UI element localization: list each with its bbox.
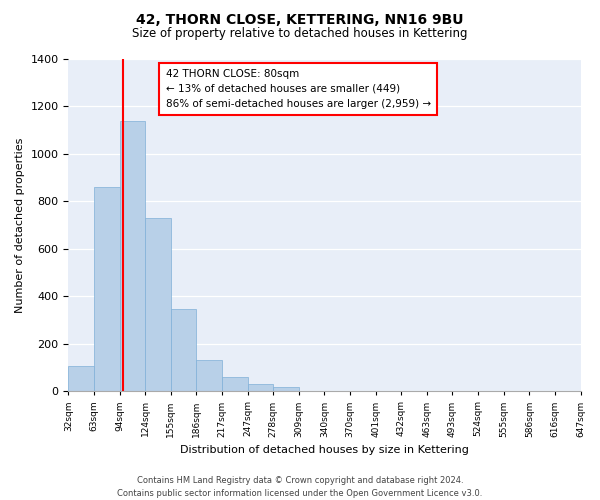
Text: Contains HM Land Registry data © Crown copyright and database right 2024.
Contai: Contains HM Land Registry data © Crown c… — [118, 476, 482, 498]
Bar — [248, 384, 273, 392]
Text: 42 THORN CLOSE: 80sqm
← 13% of detached houses are smaller (449)
86% of semi-det: 42 THORN CLOSE: 80sqm ← 13% of detached … — [166, 69, 431, 108]
Bar — [94, 187, 119, 392]
Bar — [171, 310, 196, 392]
Y-axis label: Number of detached properties: Number of detached properties — [15, 138, 25, 313]
Bar — [273, 387, 299, 392]
Bar — [145, 218, 171, 392]
Bar — [119, 120, 145, 392]
Text: Size of property relative to detached houses in Kettering: Size of property relative to detached ho… — [132, 28, 468, 40]
Bar — [196, 360, 222, 392]
Text: 42, THORN CLOSE, KETTERING, NN16 9BU: 42, THORN CLOSE, KETTERING, NN16 9BU — [136, 12, 464, 26]
X-axis label: Distribution of detached houses by size in Kettering: Distribution of detached houses by size … — [180, 445, 469, 455]
Bar — [222, 376, 248, 392]
Bar — [68, 366, 94, 392]
